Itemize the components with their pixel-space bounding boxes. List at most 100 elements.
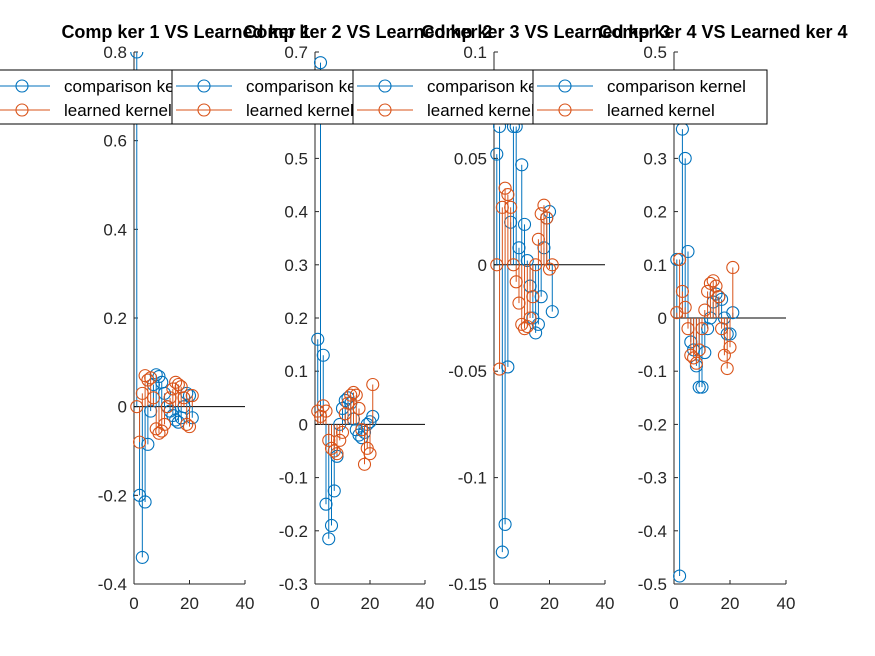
stem-marker bbox=[492, 362, 507, 376]
stem-marker bbox=[692, 343, 706, 357]
stem-marker bbox=[138, 495, 152, 509]
stem-marker bbox=[324, 518, 339, 533]
stem-marker bbox=[542, 262, 557, 276]
x-tick-label: 20 bbox=[721, 594, 740, 613]
legend-2: comparison kernel learned kernel bbox=[171, 69, 385, 125]
legend-label: comparison kernel bbox=[64, 77, 203, 96]
stem-marker bbox=[537, 198, 551, 212]
stem-marker bbox=[313, 56, 328, 70]
stem-marker bbox=[681, 244, 695, 259]
y-tick-label: 0.1 bbox=[643, 256, 667, 275]
stem-series-group bbox=[311, 56, 380, 546]
stem-marker bbox=[141, 373, 155, 387]
x-tick-label: 40 bbox=[416, 594, 435, 613]
y-tick-label: -0.2 bbox=[638, 415, 667, 434]
legend-marker bbox=[197, 79, 211, 93]
stem-marker bbox=[319, 404, 333, 418]
stem-marker bbox=[673, 569, 687, 583]
stem-marker bbox=[501, 360, 515, 374]
legend-4: comparison kernel learned kernel bbox=[532, 69, 768, 125]
stem-marker bbox=[675, 284, 689, 298]
legend-box bbox=[171, 69, 358, 125]
stem-marker bbox=[144, 371, 158, 385]
stem-marker bbox=[529, 326, 543, 340]
stem-marker bbox=[330, 447, 344, 461]
stem-marker bbox=[695, 380, 709, 394]
stem-marker bbox=[185, 389, 199, 403]
y-tick-label: 0.5 bbox=[643, 43, 667, 62]
stem-marker bbox=[146, 391, 160, 405]
y-tick-label: 0.4 bbox=[284, 203, 308, 222]
legend-box bbox=[0, 69, 176, 125]
y-tick-label: 0.3 bbox=[284, 256, 308, 275]
subplot-4: -0.5-0.4-0.3-0.2-0.100.10.20.30.40.50204… bbox=[638, 43, 796, 613]
y-tick-label: 0.1 bbox=[463, 43, 487, 62]
stem-series-group bbox=[670, 122, 740, 583]
legend-label: learned kernel bbox=[427, 101, 535, 120]
legend-marker bbox=[197, 103, 211, 117]
stem-marker bbox=[352, 401, 366, 415]
stem-marker bbox=[171, 377, 185, 392]
y-tick-label: -0.4 bbox=[638, 522, 667, 541]
x-tick-label: 0 bbox=[489, 594, 498, 613]
stem-marker bbox=[709, 279, 723, 293]
stem-marker bbox=[520, 319, 534, 334]
legend-label: comparison kernel bbox=[607, 77, 746, 96]
stem-marker bbox=[357, 457, 372, 471]
y-tick-label: -0.1 bbox=[458, 469, 487, 488]
stem-marker bbox=[490, 147, 504, 161]
x-tick-label: 0 bbox=[129, 594, 138, 613]
legend-label: comparison kernel bbox=[427, 77, 566, 96]
y-tick-label: 0 bbox=[658, 309, 667, 328]
subplot-panels: -0.4 -0.2 0 0.2 0.4 0.6 0.8 0 20 40 -0.3 -0.2 -0.1 0 0… bbox=[98, 43, 796, 613]
stem-marker bbox=[311, 332, 325, 346]
stem-marker bbox=[678, 300, 692, 314]
y-tick-label: -0.05 bbox=[448, 362, 487, 381]
y-tick-label: 0.1 bbox=[284, 362, 308, 381]
stem-marker bbox=[526, 290, 540, 304]
stem-marker bbox=[545, 258, 559, 272]
stem-marker bbox=[316, 348, 330, 362]
x-tick-label: 0 bbox=[669, 594, 678, 613]
series-learned-kernel bbox=[311, 377, 380, 471]
stem-marker bbox=[720, 361, 734, 376]
y-tick-label: 0.2 bbox=[103, 309, 127, 328]
subplot-3: -0.15 -0.1 -0.05 0 0.05 0.1 0 20 40 bbox=[448, 43, 614, 613]
stem-marker bbox=[712, 290, 726, 304]
y-tick-label: -0.4 bbox=[98, 575, 127, 594]
x-tick-label: 20 bbox=[361, 594, 380, 613]
legend-label: learned kernel bbox=[607, 101, 715, 120]
stem-marker bbox=[182, 420, 197, 434]
stem-marker bbox=[495, 545, 509, 559]
stem-marker bbox=[689, 356, 703, 370]
stem-marker bbox=[501, 188, 515, 202]
y-tick-label: -0.3 bbox=[638, 469, 667, 488]
legend-label: comparison kernel bbox=[246, 77, 385, 96]
series-learned-kernel bbox=[130, 369, 199, 449]
legend-marker bbox=[378, 103, 392, 117]
subplot-1: -0.4 -0.2 0 0.2 0.4 0.6 0.8 0 20 40 bbox=[98, 43, 255, 613]
y-tick-label: 0.6 bbox=[103, 132, 127, 151]
stem-marker bbox=[504, 200, 518, 214]
legend-box bbox=[532, 69, 768, 125]
stem-marker bbox=[695, 322, 709, 336]
legend-marker bbox=[558, 103, 572, 117]
stem-marker bbox=[346, 385, 361, 400]
y-tick-label: 0.2 bbox=[284, 309, 308, 328]
x-tick-label: 40 bbox=[777, 594, 796, 613]
stem-marker bbox=[135, 550, 149, 564]
series-learned-kernel bbox=[490, 181, 559, 376]
y-tick-label: -0.1 bbox=[638, 362, 667, 381]
stem-marker bbox=[534, 290, 548, 304]
stem-marker bbox=[517, 322, 532, 336]
legend-marker bbox=[558, 79, 572, 93]
legend-box bbox=[352, 69, 539, 125]
y-tick-label: 0 bbox=[299, 415, 308, 434]
stem-marker bbox=[333, 433, 347, 447]
stem-marker bbox=[182, 389, 197, 403]
y-tick-label: -0.2 bbox=[98, 486, 127, 505]
stem-marker bbox=[157, 417, 172, 431]
subplot-legends: comparison kernel learned kernel compariso… bbox=[0, 69, 768, 125]
y-tick-label: 0.5 bbox=[284, 149, 308, 168]
